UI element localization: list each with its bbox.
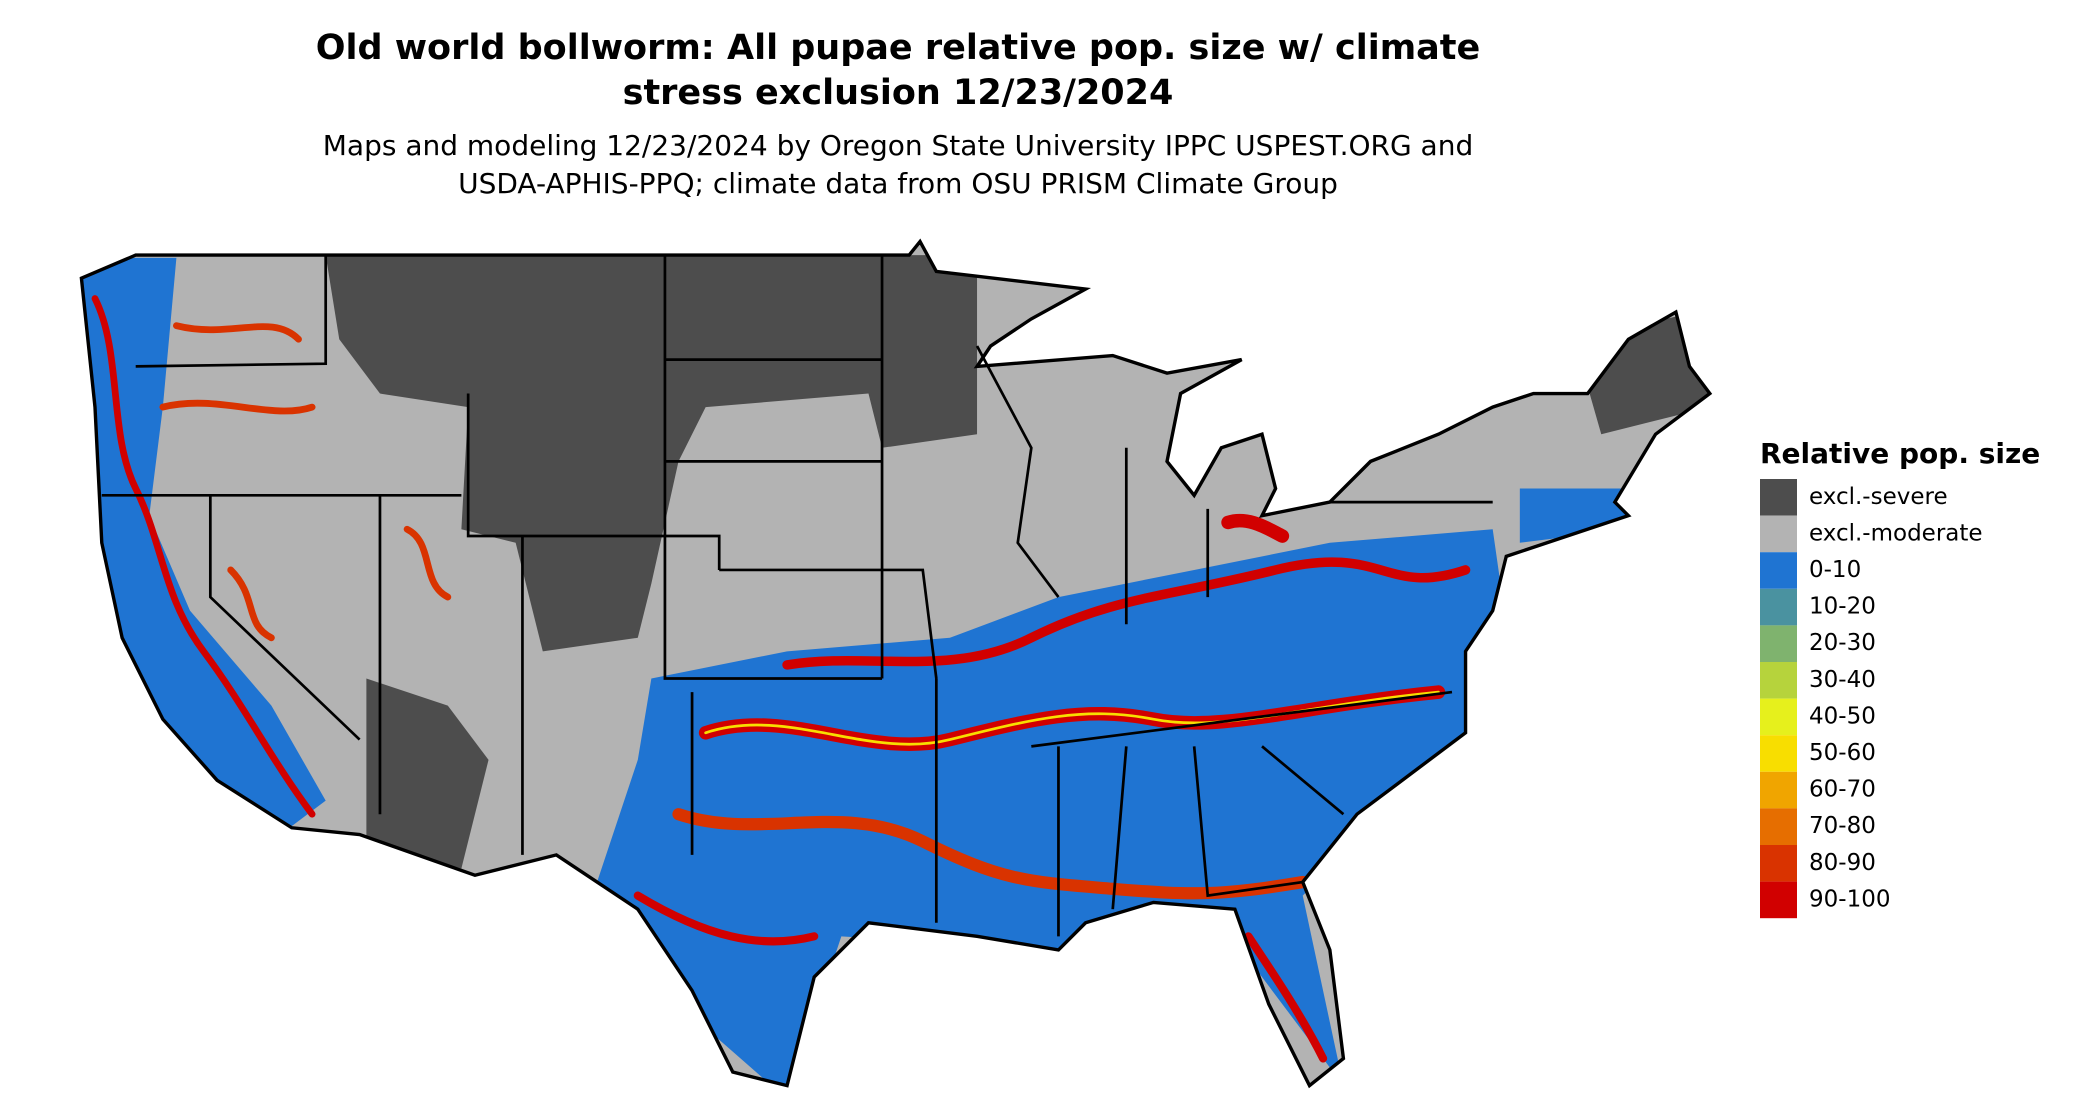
legend-swatch <box>1760 698 1797 736</box>
hotspot-band <box>91 295 316 818</box>
legend-label: 10-20 <box>1809 594 1876 620</box>
legend-swatch <box>1760 552 1797 589</box>
hotspot-band <box>159 322 452 642</box>
state-line <box>101 255 1493 937</box>
subtitle-line: Maps and modeling 12/23/2024 by Oregon S… <box>323 129 1474 162</box>
hotspots <box>91 295 1471 1063</box>
state-borders <box>79 238 1713 1089</box>
legend-swatch <box>1760 479 1797 516</box>
legend-swatch <box>1760 881 1797 919</box>
legend-label: 0-10 <box>1809 557 1861 583</box>
title-line: stress exclusion 12/23/2024 <box>623 73 1174 113</box>
legend-swatch <box>1760 808 1797 845</box>
legend-label: excl.-moderate <box>1809 520 1983 546</box>
range-area <box>81 257 326 842</box>
legend-swatch <box>1760 771 1797 809</box>
hotspot-band <box>782 557 1471 670</box>
legend-swatch <box>1760 662 1797 699</box>
title-line: Old world bollworm: All pupae relative p… <box>316 28 1481 68</box>
legend-title: Relative pop. size <box>1760 437 2040 470</box>
country-outline <box>79 238 1713 1089</box>
excluded-severe-area <box>325 255 978 652</box>
legend-swatch <box>1760 625 1797 662</box>
range-area <box>597 529 1507 1086</box>
legend-label: 30-40 <box>1809 667 1876 693</box>
legend: excl.-severe excl.-moderate 0-10 10-20 20-30… <box>1760 479 1983 919</box>
hotspot-band <box>672 808 1309 900</box>
legend-label: 80-90 <box>1809 850 1876 876</box>
legend-label: 50-60 <box>1809 740 1876 766</box>
legend-label: 70-80 <box>1809 813 1876 839</box>
legend-label: excl.-severe <box>1809 484 1948 510</box>
hotspot-band <box>1221 513 1290 543</box>
legend-label: 40-50 <box>1809 703 1876 729</box>
subtitle-line: USDA-APHIS-PPQ; climate data from OSU PR… <box>458 167 1338 200</box>
excluded-severe-area <box>366 678 489 869</box>
legend-label: 90-100 <box>1809 886 1890 912</box>
legend-label: 60-70 <box>1809 777 1876 803</box>
legend-swatch <box>1760 845 1797 882</box>
legend-label: 20-30 <box>1809 630 1876 656</box>
hotspot-band <box>633 891 1328 1063</box>
map <box>79 238 1713 1089</box>
legend-swatch <box>1760 735 1797 772</box>
legend-swatch <box>1760 515 1797 553</box>
legend-swatch <box>1760 588 1797 626</box>
